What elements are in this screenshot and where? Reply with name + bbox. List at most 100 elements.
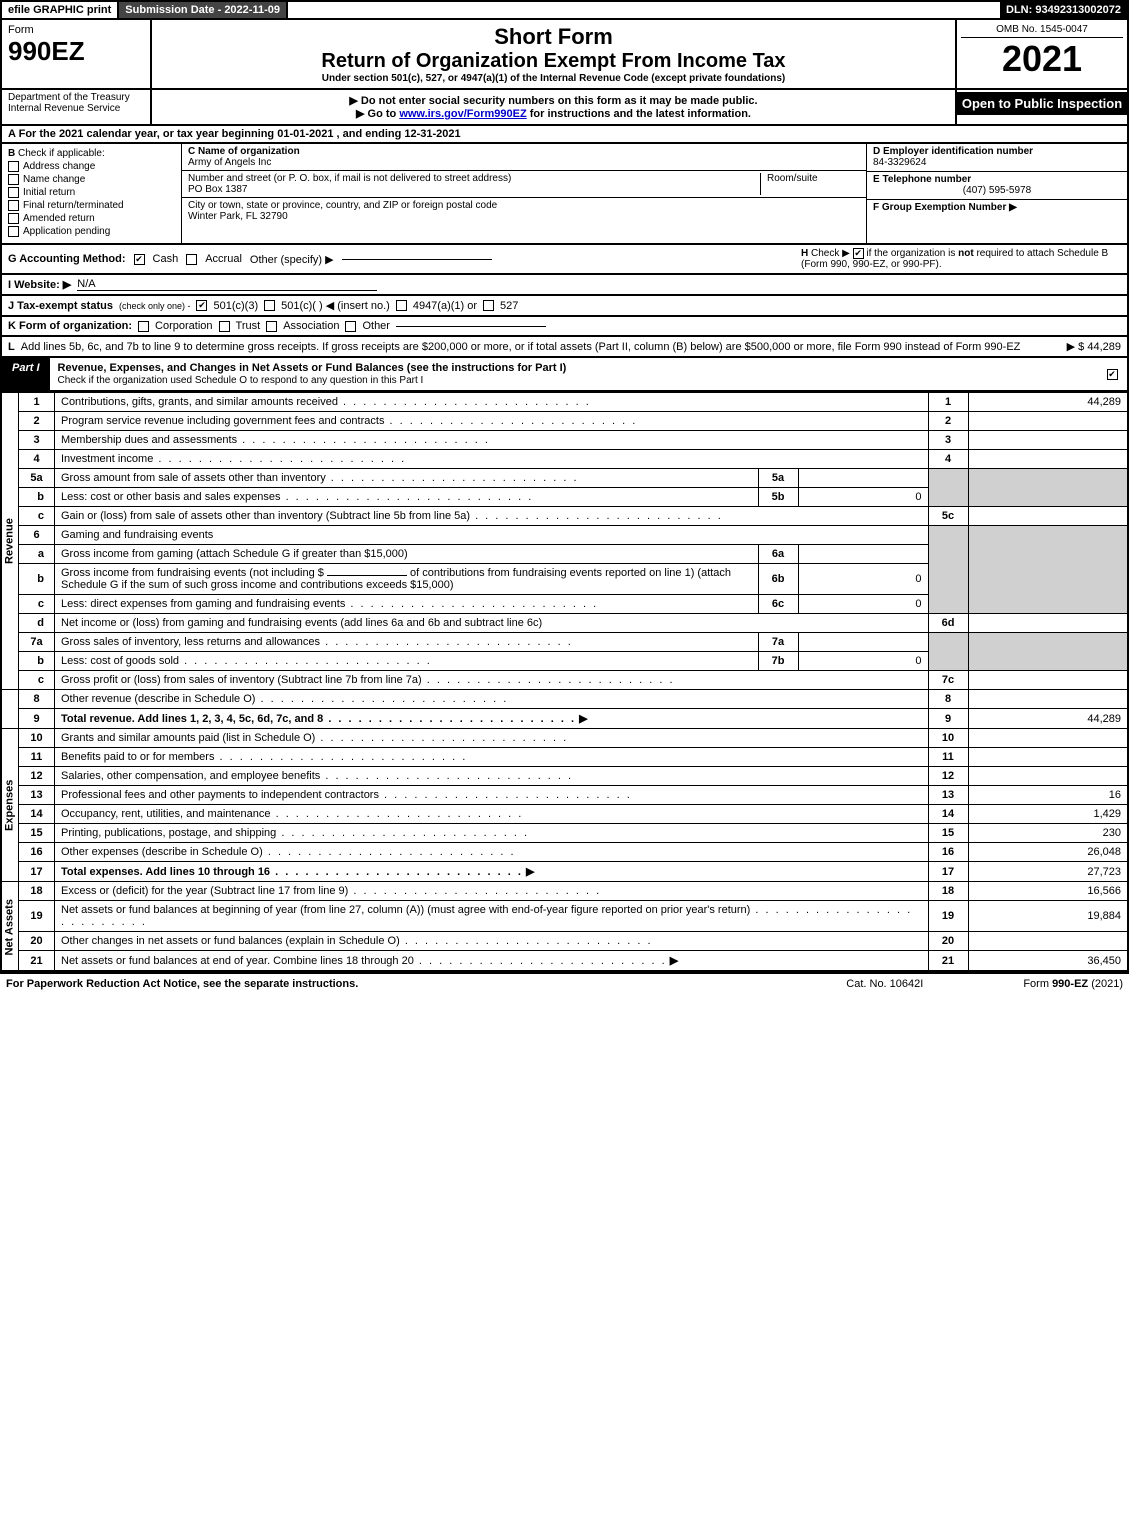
header-block: Form 990EZ Short Form Return of Organiza… <box>0 20 1129 90</box>
checkbox-icon[interactable] <box>8 200 19 211</box>
shade-cell <box>968 469 1128 507</box>
result-val: 36,450 <box>968 951 1128 972</box>
line-6: 6 Gaming and fundraising events <box>1 526 1128 545</box>
inner-val <box>798 469 928 488</box>
line-desc: Grants and similar amounts paid (list in… <box>61 732 568 744</box>
line-desc: Less: direct expenses from gaming and fu… <box>61 598 598 610</box>
line-num: 3 <box>19 431 55 450</box>
checkbox-trust[interactable] <box>219 321 230 332</box>
result-num: 4 <box>928 450 968 469</box>
line-desc: Investment income <box>61 453 406 465</box>
result-num: 14 <box>928 805 968 824</box>
phone-value: (407) 595-5978 <box>873 185 1121 196</box>
checkbox-other[interactable] <box>345 321 356 332</box>
room-suite: Room/suite <box>760 173 860 195</box>
result-val: 16,566 <box>968 882 1128 901</box>
h-text3: not <box>958 248 974 259</box>
b-item-label: Address change <box>23 161 95 172</box>
inner-num: 5b <box>758 488 798 507</box>
netassets-label: Net Assets <box>1 882 19 972</box>
checkbox-4947[interactable] <box>396 300 407 311</box>
checkbox-assoc[interactable] <box>266 321 277 332</box>
line-num: 15 <box>19 824 55 843</box>
result-val <box>968 507 1128 526</box>
g-label: G Accounting Method: <box>8 253 126 265</box>
row-g-h: G Accounting Method: ✔Cash Accrual Other… <box>0 245 1129 275</box>
result-num: 10 <box>928 729 968 748</box>
section-i: I Website: ▶ N/A <box>0 275 1129 296</box>
open-block: Open to Public Inspection <box>957 90 1127 124</box>
shade-cell <box>928 526 968 614</box>
section-def: D Employer identification number 84-3329… <box>867 144 1127 243</box>
e-label: E Telephone number <box>873 174 971 185</box>
section-k: K Form of organization: Corporation Trus… <box>0 317 1129 337</box>
line-2: 2 Program service revenue including gove… <box>1 412 1128 431</box>
h-text1: Check ▶ <box>811 248 850 259</box>
checkbox-icon[interactable] <box>8 226 19 237</box>
line-desc: Total revenue. Add lines 1, 2, 3, 4, 5c,… <box>61 713 576 725</box>
line-7c: c Gross profit or (loss) from sales of i… <box>1 671 1128 690</box>
checkbox-527[interactable] <box>483 300 494 311</box>
checkbox-icon[interactable] <box>8 161 19 172</box>
checkbox-icon[interactable] <box>8 174 19 185</box>
line-num: 12 <box>19 767 55 786</box>
line-20: 20Other changes in net assets or fund ba… <box>1 932 1128 951</box>
checkbox-icon[interactable] <box>8 213 19 224</box>
line-desc: Excess or (deficit) for the year (Subtra… <box>61 885 601 897</box>
section-j: J Tax-exempt status (check only one) - ✔… <box>0 296 1129 317</box>
checkbox-cash[interactable]: ✔ <box>134 254 145 265</box>
line-6b-d1: Gross income from fundraising events (no… <box>61 567 324 579</box>
g-accrual: Accrual <box>205 253 242 265</box>
inner-val: 0 <box>798 652 928 671</box>
b-item-label: Initial return <box>23 187 75 198</box>
line-desc: Membership dues and assessments <box>61 434 490 446</box>
checkbox-corp[interactable] <box>138 321 149 332</box>
line-num: 21 <box>19 951 55 972</box>
checkbox-501c3[interactable]: ✔ <box>196 300 207 311</box>
k-other-input[interactable] <box>396 326 546 327</box>
line-17: 17Total expenses. Add lines 10 through 1… <box>1 862 1128 882</box>
l-label: L <box>8 341 15 353</box>
org-name-row: C Name of organization Army of Angels In… <box>182 144 866 171</box>
j-opt4: 527 <box>500 300 518 312</box>
inner-num: 7b <box>758 652 798 671</box>
section-f: F Group Exemption Number ▶ <box>867 200 1127 228</box>
line-14: 14Occupancy, rent, utilities, and mainte… <box>1 805 1128 824</box>
result-num: 5c <box>928 507 968 526</box>
info-grid: B Check if applicable: Address change Na… <box>0 144 1129 245</box>
section-a: A For the 2021 calendar year, or tax yea… <box>0 126 1129 144</box>
line-desc: Net income or (loss) from gaming and fun… <box>55 614 929 633</box>
c-name-label: C Name of organization <box>188 146 300 157</box>
arrow-icon: ▶ <box>526 866 534 878</box>
line-4: 4 Investment income 4 <box>1 450 1128 469</box>
g-other-input[interactable] <box>342 259 492 260</box>
line-num: 1 <box>19 393 55 412</box>
l-text: Add lines 5b, 6c, and 7b to line 9 to de… <box>21 341 1061 353</box>
line-num: 8 <box>19 690 55 709</box>
goto-post: for instructions and the latest informat… <box>527 108 751 120</box>
checkbox-h[interactable]: ✔ <box>853 248 864 259</box>
line-13: 13Professional fees and other payments t… <box>1 786 1128 805</box>
line-num: 18 <box>19 882 55 901</box>
checkbox-accrual[interactable] <box>186 254 197 265</box>
line-num: b <box>19 488 55 507</box>
checkbox-icon[interactable] <box>8 187 19 198</box>
line-6b-input[interactable] <box>327 575 407 576</box>
f-label: F Group Exemption Number ▶ <box>873 202 1017 213</box>
checkbox-schedule-o[interactable]: ✔ <box>1107 369 1118 380</box>
result-val <box>968 412 1128 431</box>
line-desc: Gross amount from sale of assets other t… <box>61 472 579 484</box>
line-num: a <box>19 545 55 564</box>
open-to-public: Open to Public Inspection <box>957 92 1127 115</box>
footer-left: For Paperwork Reduction Act Notice, see … <box>6 978 846 990</box>
checkbox-501c[interactable] <box>264 300 275 311</box>
lines-table: Revenue 1 Contributions, gifts, grants, … <box>0 392 1129 972</box>
ssn-warning: ▶ Do not enter social security numbers o… <box>160 94 947 107</box>
result-val: 26,048 <box>968 843 1128 862</box>
result-num: 19 <box>928 901 968 932</box>
line-desc: Other revenue (describe in Schedule O) <box>61 693 508 705</box>
result-val <box>968 431 1128 450</box>
goto-link[interactable]: www.irs.gov/Form990EZ <box>399 108 526 120</box>
result-num: 20 <box>928 932 968 951</box>
result-val: 1,429 <box>968 805 1128 824</box>
